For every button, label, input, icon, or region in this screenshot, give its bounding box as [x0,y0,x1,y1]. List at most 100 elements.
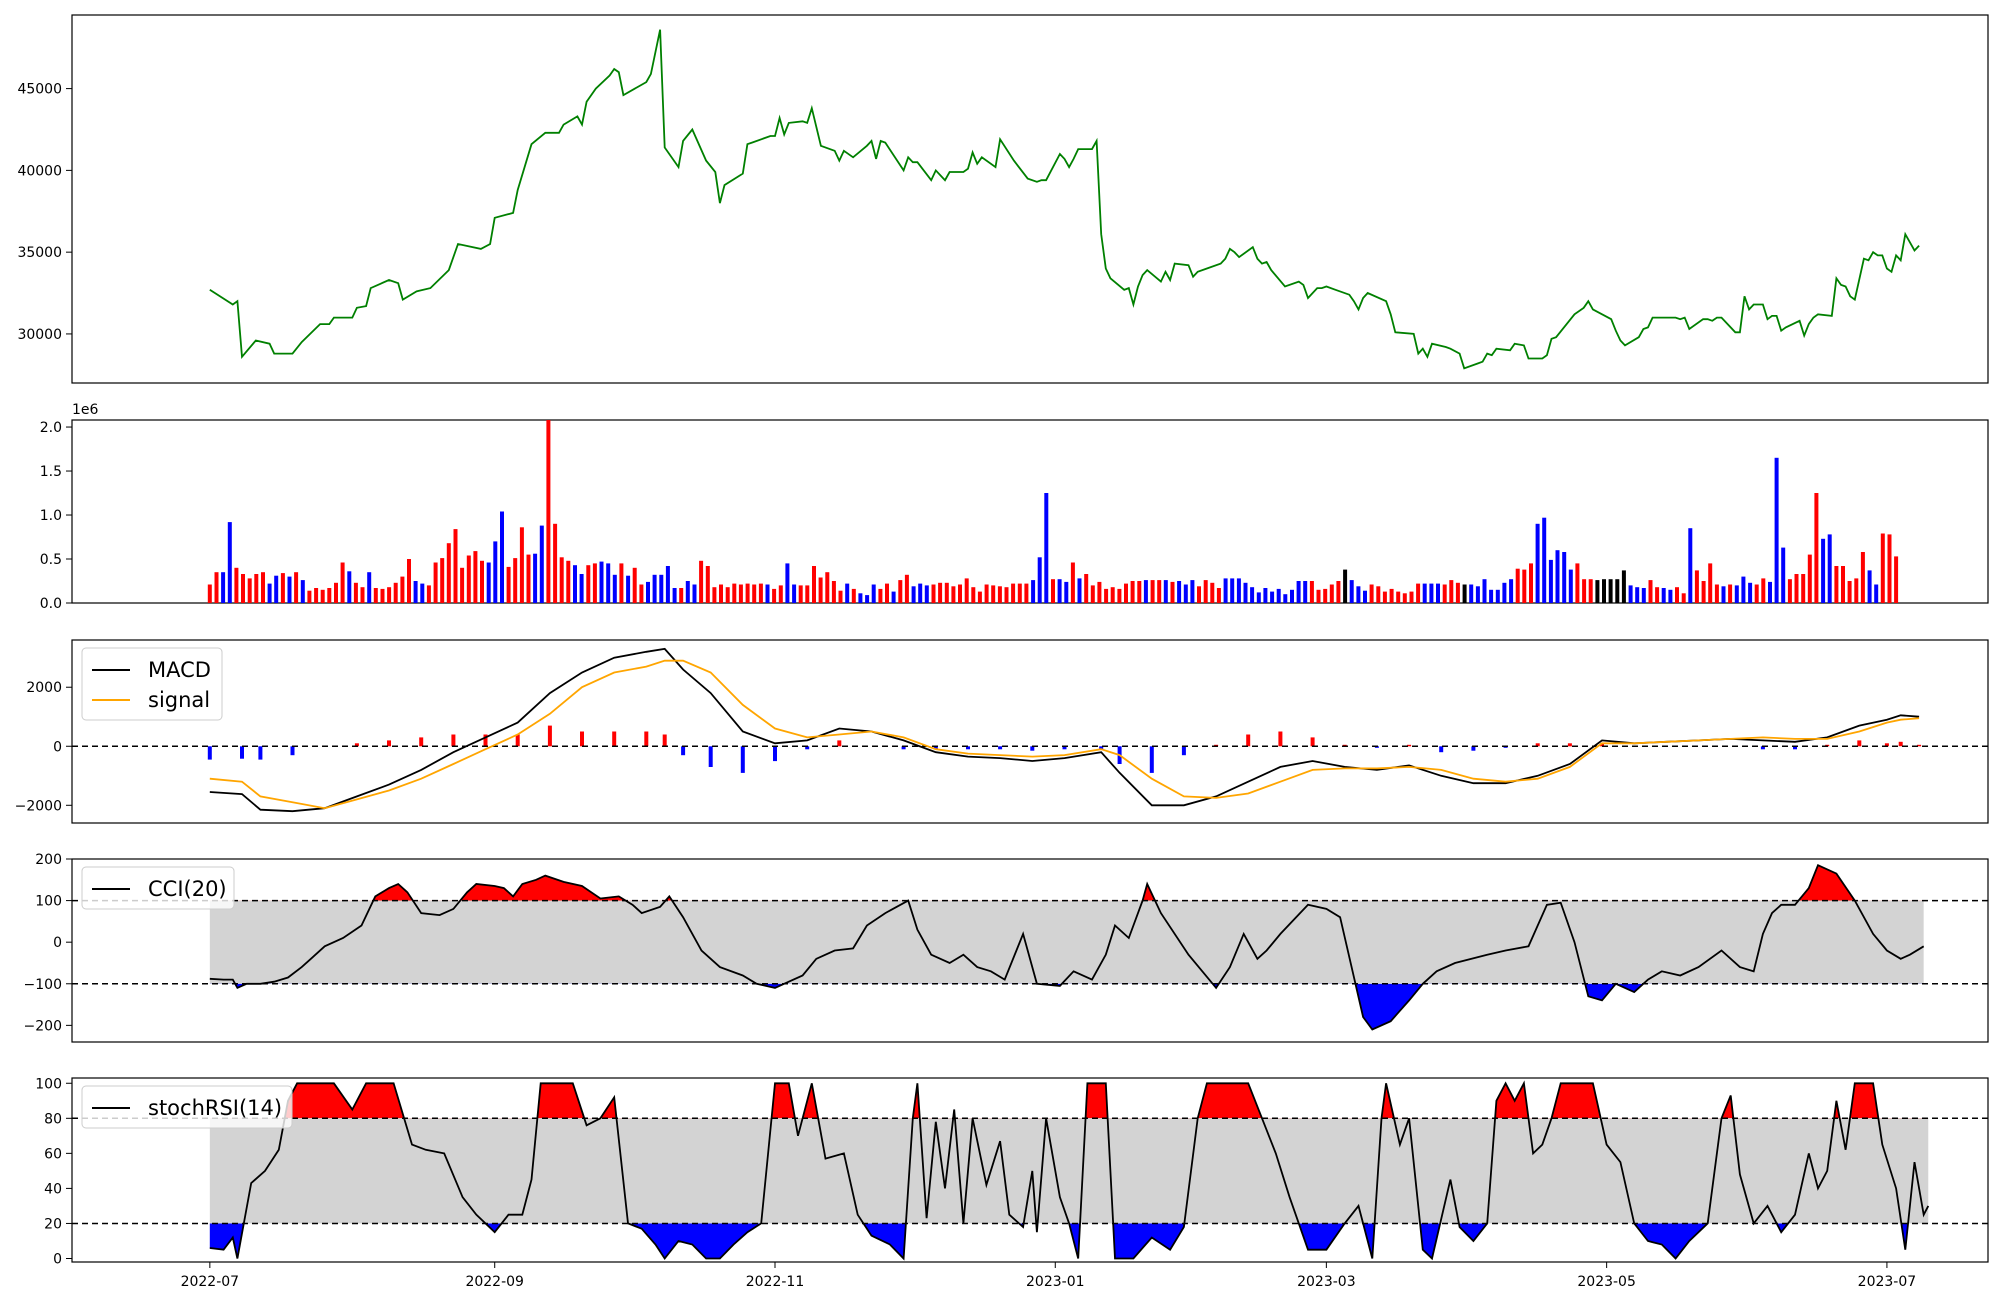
volume-bar [1004,587,1009,603]
volume-bar [1548,559,1553,603]
xtick-label: 2023-01 [1026,1274,1085,1290]
macd-histogram-bar [207,746,212,760]
volume-bar [234,567,239,603]
volume-bar [573,565,577,603]
volume-bar [1562,552,1567,603]
volume-bar [407,559,411,603]
volume-bar [1694,570,1699,603]
volume-bar [672,588,677,603]
legend-box [81,647,223,721]
volume-bar [373,588,378,603]
volume-bar [360,587,365,603]
volume-bar [413,581,418,603]
volume-bar [353,582,358,603]
volume-bar [851,588,856,603]
volume-bar [327,588,332,603]
volume-bar [1542,517,1547,603]
volume-bar [1283,594,1288,603]
volume-bar [387,587,392,603]
volume-bar [1535,523,1540,603]
volume-bar [1356,586,1361,603]
volume-bar [261,572,265,603]
ytick-label: 45000 [17,82,62,98]
macd-histogram-bar [258,746,263,760]
volume-bar [1084,574,1089,603]
volume-bar [1143,580,1148,603]
volume-bar [752,584,757,603]
volume-bar [1648,580,1653,603]
volume-bar [712,587,717,603]
panel-frame-3 [71,858,1989,1043]
volume-bar [1621,570,1626,603]
macd-histogram-bar [1149,746,1154,773]
volume-bar [1349,580,1354,603]
volume-bar [274,575,279,603]
volume-bar [997,586,1002,603]
volume-bar [227,522,232,603]
volume-bar [1124,583,1128,603]
macd-histogram-bar [1099,746,1104,750]
volume-bar [977,591,982,603]
volume-bar [858,593,863,603]
volume-bar [526,554,531,603]
volume-bar [1874,584,1879,603]
volume-bar [719,584,723,603]
volume-bar [1688,528,1693,603]
volume-bar [792,584,797,603]
volume-bar [665,566,670,603]
ytick-label: 0 [53,935,62,951]
volume-bar [838,590,843,603]
volume-bar [991,585,996,603]
legend-box [81,1085,293,1129]
ytick-label: 100 [35,894,62,910]
volume-bar [267,583,272,603]
volume-bar [486,562,491,603]
xtick-label: 2022-07 [181,1274,240,1290]
volume-bar [938,582,943,603]
volume-bar [1250,587,1255,603]
x-axis: 2022-07 2022-09 2022-11 2023-01 2023-03 2023-… [181,1262,1916,1290]
volume-bar [546,420,551,603]
volume-bar [725,587,730,603]
volume-bar [1748,582,1753,603]
volume-bar [918,583,923,603]
ytick-label: 1.0 [40,508,62,524]
volume-bar [1887,534,1892,603]
volume-bar [1017,583,1022,603]
volume-bar [1256,592,1261,603]
volume-bar [553,523,558,603]
cci-panel [72,863,1988,1031]
volume-bar [1329,584,1334,603]
volume-bar [1090,585,1095,603]
macd-histogram-bar [1407,744,1412,747]
volume-bar [812,566,816,603]
volume-bar [732,583,737,603]
volume-bar [911,586,916,603]
volume-bar [1270,591,1275,603]
volume-bar [1170,581,1175,603]
macd-histogram-bar [1181,746,1186,756]
macd-histogram-bar [681,746,686,756]
volume-bar [1615,579,1620,603]
volume-bar [639,584,644,603]
volume-bar [904,574,909,603]
macd-histogram-bar [547,725,552,747]
panel-frame-4 [71,1077,1989,1263]
volume-bar [1057,579,1062,603]
volume-bar [1509,579,1514,603]
volume-bar [1183,584,1188,603]
ytick-label: −2000 [15,798,62,814]
volume-bar [1655,587,1660,603]
volume-bar [1031,580,1036,603]
macd-histogram-bar [1898,741,1903,747]
volume-bar [579,574,584,603]
macd-histogram-bar [901,746,906,750]
volume-bar [1210,582,1215,603]
ytick-label: 1.5 [40,464,62,480]
volume-bar [679,588,684,603]
macd-histogram-bar [1246,734,1251,747]
ytick-label: −100 [24,977,62,993]
volume-bar [831,581,836,603]
signal-line [209,659,1920,810]
volume-bar [865,595,870,603]
